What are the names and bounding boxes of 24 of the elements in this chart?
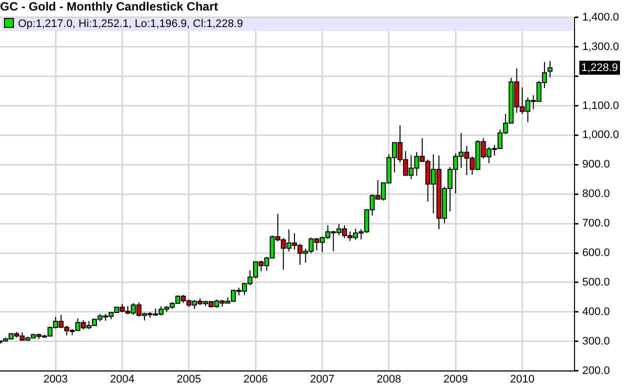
x-tick-label: 2003 (43, 373, 68, 386)
info-panel: Op:1,217.0, Hi:1,252.1, Lo:1,196.9, Cl:1,228.9 (1, 18, 574, 32)
x-tick-label: 2007 (310, 373, 334, 386)
y-tick-label: 1,400.0 (582, 11, 619, 24)
x-tick-label: 2006 (243, 373, 268, 386)
y-tick-label: 500.0 (582, 276, 610, 288)
x-tick-label: 2005 (176, 373, 202, 386)
x-tick-label: 2004 (110, 373, 134, 386)
y-tick-label: 600.0 (582, 247, 610, 260)
x-tick-label: 2010 (510, 373, 534, 386)
chart-title: GC - Gold - Monthly Candlestick Chart (0, 0, 218, 14)
y-tick-label: 700.0 (582, 218, 610, 230)
y-tick-label: 1,100.0 (582, 100, 619, 112)
y-tick-label: 900.0 (582, 158, 610, 171)
text: 1,228.9 (581, 62, 618, 74)
y-tick-label: 800.0 (582, 188, 610, 200)
x-tick-label: 2009 (443, 373, 468, 386)
y-tick-label: 1,300.0 (582, 40, 619, 53)
y-tick-label: 400.0 (582, 306, 610, 318)
y-tick-label: 300.0 (582, 335, 610, 348)
x-tick-label: 2008 (376, 373, 402, 386)
annotation: Op:1,217.0, Hi:1,252.1, Lo:1,196.9, Cl:1,228.9 (18, 18, 244, 30)
y-tick-label: 1,000.0 (582, 129, 619, 142)
y-tick-label: 200.0 (582, 364, 610, 377)
